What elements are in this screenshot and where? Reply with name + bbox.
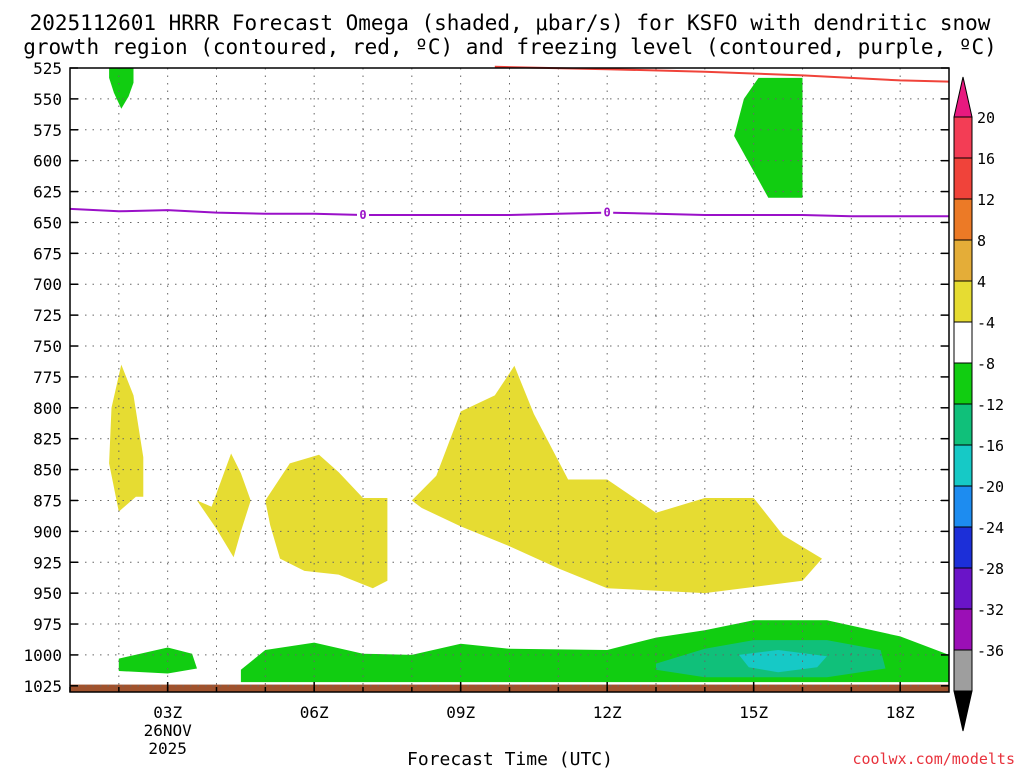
- y-tick-label: 1000: [23, 646, 62, 665]
- x-tick-label: 03Z: [153, 703, 182, 722]
- colorbar-box: [953, 485, 973, 528]
- y-tick-label: 550: [33, 90, 62, 109]
- colorbar-box: [953, 444, 973, 487]
- chart-title-line-1: 2025112601 HRRR Forecast Omega (shaded, …: [30, 11, 991, 35]
- x-tick-year: 2025: [148, 739, 187, 758]
- y-tick-label: 900: [33, 522, 62, 541]
- omega-region-2: [109, 364, 144, 512]
- y-tick-label: 575: [33, 121, 62, 140]
- colorbar-box: [953, 116, 973, 159]
- chart-title-line-2: growth region (contoured, red, ºC) and f…: [23, 35, 997, 59]
- y-tick-label: 1025: [23, 677, 62, 696]
- colorbar-box: [953, 198, 973, 241]
- dendritic-region-line: [494, 65, 950, 83]
- omega-region-1: [734, 77, 803, 198]
- colorbar-label: -20: [977, 478, 1004, 496]
- x-tick-label: 18Z: [886, 703, 915, 722]
- colorbar-label: -12: [977, 396, 1004, 414]
- colorbar-label: 12: [977, 191, 995, 209]
- colorbar-label: -4: [977, 314, 995, 332]
- y-tick-label: 875: [33, 491, 62, 510]
- x-tick-label: 12Z: [593, 703, 622, 722]
- y-tick-label: 800: [33, 399, 62, 418]
- y-tick-label: 625: [33, 183, 62, 202]
- colorbar-box: [953, 280, 973, 323]
- x-tick-label: 15Z: [739, 703, 768, 722]
- omega-region-4: [265, 454, 388, 589]
- omega-region-5: [411, 365, 822, 594]
- colorbar-label: -16: [977, 437, 1004, 455]
- colorbar-label: -8: [977, 355, 995, 373]
- colorbar-top-arrow: [953, 76, 973, 118]
- y-tick-label: 750: [33, 337, 62, 356]
- colorbar-box: [953, 362, 973, 405]
- y-tick-label: 650: [33, 213, 62, 232]
- colorbar-box: [953, 567, 973, 610]
- x-tick-label: 06Z: [300, 703, 329, 722]
- omega-region-3: [197, 453, 251, 558]
- freezing-level-line: [69, 207, 949, 218]
- freezing-level-label-bg: [357, 207, 369, 224]
- colorbar-label: -28: [977, 560, 1004, 578]
- freezing-level-label: 0: [604, 206, 611, 220]
- x-tick-label: 09Z: [446, 703, 475, 722]
- y-tick-label: 725: [33, 306, 62, 325]
- y-axis-ticks: 525 550 575 600 625 650 675 700 725 750 775 800 825 8…: [23, 59, 949, 696]
- omega-region-6: [118, 647, 197, 674]
- x-tick-date: 26NOV: [144, 721, 193, 740]
- y-tick-label: 975: [33, 615, 62, 634]
- y-tick-label: 950: [33, 584, 62, 603]
- colorbar-box: [953, 403, 973, 446]
- y-tick-label: 675: [33, 244, 62, 263]
- colorbar-box: [953, 321, 973, 364]
- omega-shaded-regions: [109, 68, 949, 683]
- omega-region-9: [739, 650, 827, 673]
- colorbar-label: 20: [977, 109, 995, 127]
- colorbar-label: -24: [977, 519, 1004, 537]
- colorbar-label: -32: [977, 601, 1004, 619]
- colorbar-box: [953, 608, 973, 651]
- colorbar-label: 4: [977, 273, 986, 291]
- x-axis-label: Forecast Time (UTC): [407, 749, 613, 768]
- freezing-level-label: 0: [359, 208, 366, 222]
- y-tick-label: 775: [33, 368, 62, 387]
- colorbar-box: [953, 239, 973, 282]
- colorbar-label: 8: [977, 232, 986, 250]
- y-tick-label: 700: [33, 275, 62, 294]
- colorbar: 20 16 12 8 4 -4 -8 -12 -16 -20 -24 -28 -32 -36: [953, 76, 1004, 732]
- colorbar-bottom-arrow: [953, 690, 973, 732]
- y-tick-label: 825: [33, 430, 62, 449]
- colorbar-box: [953, 157, 973, 200]
- y-tick-label: 925: [33, 553, 62, 572]
- colorbar-label: 16: [977, 150, 995, 168]
- y-tick-label: 525: [33, 59, 62, 78]
- y-tick-label: 600: [33, 152, 62, 171]
- y-tick-label: 850: [33, 461, 62, 480]
- colorbar-box: [953, 649, 973, 692]
- colorbar-box: [953, 526, 973, 569]
- colorbar-label: -36: [977, 642, 1004, 660]
- omega-region-0: [109, 68, 134, 109]
- freezing-level-label-bg: [601, 204, 614, 221]
- credit-link[interactable]: coolwx.com/modelts: [852, 750, 1015, 768]
